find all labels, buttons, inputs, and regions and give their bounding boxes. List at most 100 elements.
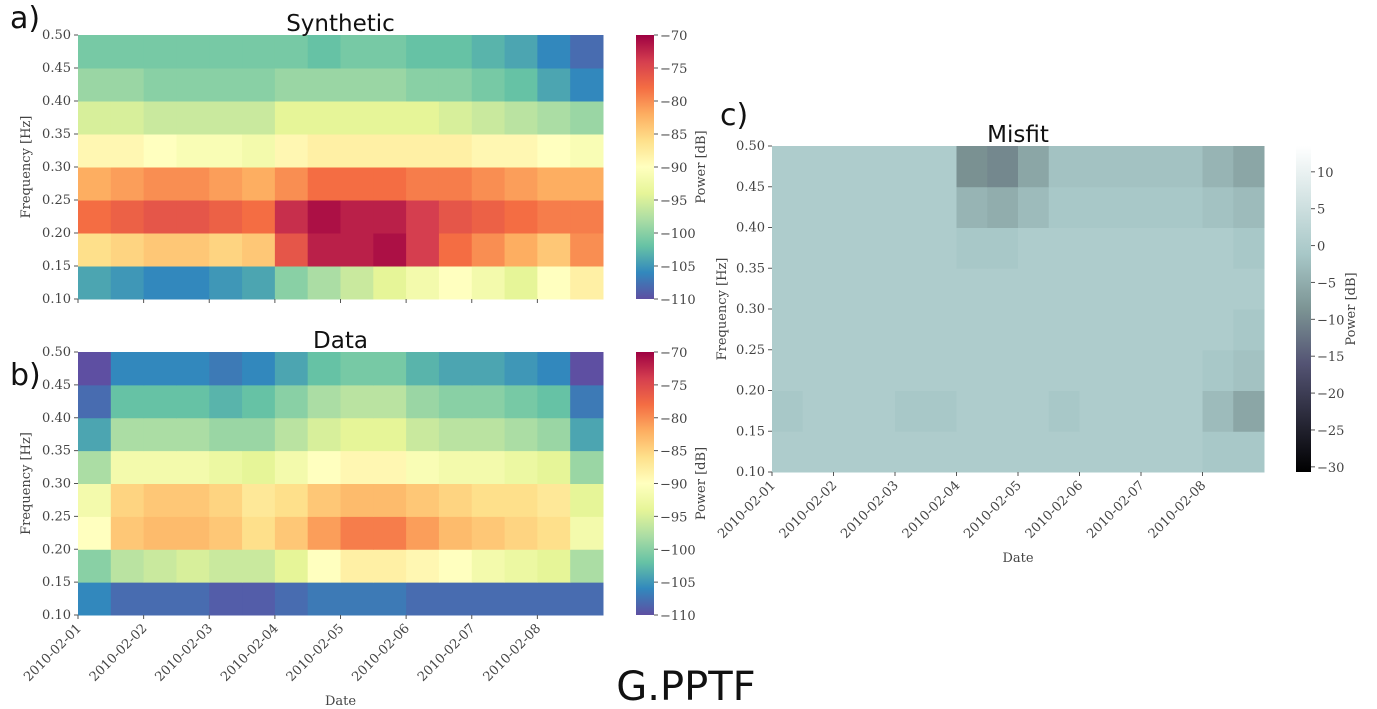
- heatmap-cell: [176, 352, 210, 386]
- colorbar-tick-label: −105: [660, 576, 696, 591]
- heatmap-cell: [438, 167, 473, 201]
- heatmap-cell: [373, 200, 407, 234]
- heatmap-cell: [987, 268, 1019, 310]
- heatmap-cell: [471, 233, 506, 267]
- heatmap-cell: [1171, 268, 1203, 310]
- heatmap-cell: [242, 233, 276, 267]
- heatmap-cell: [895, 309, 927, 351]
- heatmap-cell: [274, 101, 309, 135]
- heatmap-cell: [1048, 431, 1080, 473]
- heatmap-cell: [504, 483, 538, 517]
- colorbar-tick-label: −20: [1317, 387, 1344, 402]
- heatmap-cell: [1171, 146, 1203, 188]
- x-tick-label: 2010-02-07: [415, 621, 479, 685]
- heatmap-cell: [242, 450, 276, 484]
- colorbar-tick-label: −95: [660, 194, 687, 209]
- heatmap-cell: [471, 101, 506, 135]
- heatmap-cell: [78, 549, 112, 583]
- heatmap-cell: [242, 101, 276, 135]
- heatmap-cell: [956, 146, 988, 188]
- x-tick-label: 2010-02-03: [838, 478, 902, 542]
- x-tick-label: 2010-02-06: [1023, 478, 1087, 542]
- x-tick-label: 2010-02-04: [218, 621, 282, 685]
- heatmap-cell: [274, 483, 309, 517]
- heatmap-cell: [471, 35, 506, 69]
- heatmap-cell: [406, 101, 440, 135]
- heatmap-cell: [373, 417, 407, 452]
- heatmap-cell: [78, 450, 112, 484]
- heatmap-cell: [895, 227, 927, 269]
- heatmap-cell: [772, 309, 804, 351]
- colorbar-tick-label: −100: [660, 227, 696, 242]
- heatmap-cell: [504, 35, 538, 69]
- heatmap-cell: [209, 200, 243, 234]
- heatmap-cell: [143, 200, 177, 234]
- heatmap-cell: [1079, 268, 1111, 310]
- heatmap-cell: [1141, 349, 1173, 391]
- heatmap-cell: [1233, 431, 1265, 473]
- heatmap-cell: [242, 167, 276, 201]
- heatmap-cell: [1233, 349, 1265, 391]
- heatmap-cell: [1079, 146, 1111, 188]
- heatmap-cell: [176, 134, 210, 168]
- heatmap-cell: [110, 101, 145, 135]
- heatmap-cell: [307, 483, 341, 517]
- heatmap-cell: [1171, 349, 1203, 391]
- heatmap-cell: [833, 309, 865, 351]
- heatmap-cell: [1202, 268, 1234, 310]
- heatmap-cell: [471, 384, 506, 419]
- heatmap-cell: [143, 549, 177, 583]
- heatmap-cell: [340, 450, 374, 484]
- heatmap-cell: [802, 309, 834, 351]
- heatmap-cell: [438, 200, 473, 234]
- heatmap-cell: [570, 384, 604, 419]
- heatmap-cell: [340, 101, 374, 135]
- heatmap-cell: [143, 35, 177, 69]
- heatmap-cell: [1048, 268, 1080, 310]
- heatmap-cell: [176, 266, 210, 300]
- y-axis-label: Frequency [Hz]: [715, 258, 730, 361]
- heatmap-cell: [307, 35, 341, 69]
- colorbar-tick-label: −105: [660, 260, 696, 275]
- heatmap-cell: [242, 516, 276, 550]
- heatmap-cell: [176, 167, 210, 201]
- heatmap-cell: [802, 227, 834, 269]
- heatmap-cell: [772, 390, 804, 432]
- heatmap-cell: [406, 200, 440, 234]
- heatmap-cell: [833, 227, 865, 269]
- heatmap-cell: [373, 167, 407, 201]
- y-axis-label: Frequency [Hz]: [19, 116, 34, 219]
- heatmap-cell: [537, 101, 571, 135]
- heatmap-cell: [864, 390, 896, 432]
- heatmap-cell: [373, 101, 407, 135]
- heatmap-cell: [895, 390, 927, 432]
- heatmap-cell: [406, 582, 440, 616]
- heatmap-cell: [504, 450, 538, 484]
- heatmap-cell: [833, 268, 865, 310]
- heatmap-cell: [438, 35, 473, 69]
- panel-label: a): [10, 1, 40, 36]
- heatmap-cell: [406, 68, 440, 102]
- heatmap-cell: [1141, 309, 1173, 351]
- heatmap-cell: [956, 349, 988, 391]
- colorbar-tick-label: 5: [1317, 203, 1325, 218]
- heatmap-cell: [143, 134, 177, 168]
- heatmap-cell: [209, 266, 243, 300]
- heatmap-cell: [143, 384, 177, 419]
- heatmap-cell: [570, 352, 604, 386]
- heatmap-cell: [340, 35, 374, 69]
- heatmap-cell: [1048, 227, 1080, 269]
- heatmap-cell: [504, 352, 538, 386]
- heatmap-cell: [110, 266, 145, 300]
- y-tick-label: 0.35: [736, 261, 765, 276]
- y-tick-label: 0.40: [42, 411, 71, 426]
- heatmap-cell: [340, 549, 374, 583]
- heatmap-cell: [307, 582, 341, 616]
- heatmap-cell: [209, 384, 243, 419]
- heatmap-cell: [1141, 227, 1173, 269]
- x-tick-label: 2010-02-02: [87, 621, 151, 685]
- heatmap-cell: [987, 227, 1019, 269]
- heatmap-cell: [110, 68, 145, 102]
- y-tick-label: 0.10: [42, 292, 71, 307]
- colorbar-tick-label: 0: [1317, 240, 1325, 255]
